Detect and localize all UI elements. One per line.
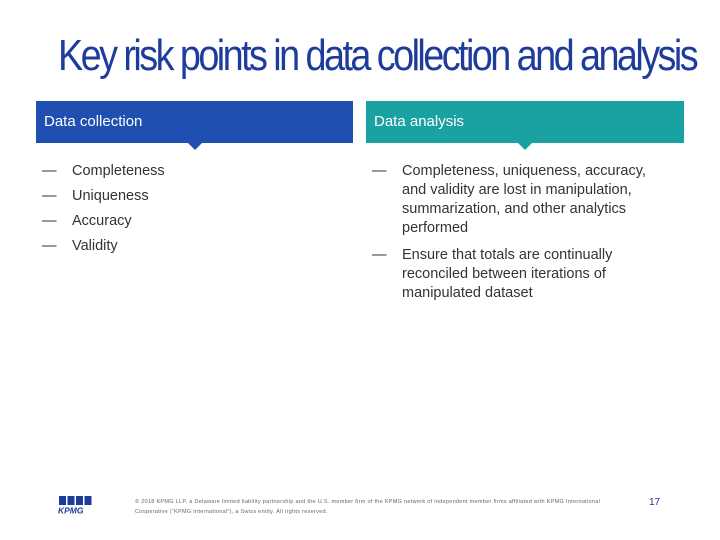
copyright-footer: © 2018 KPMG LLP, a Delaware limited liab… [135,499,601,515]
list-item: — Completeness, uniqueness, accuracy, and… [372,163,646,236]
dash-icon: — [372,247,387,263]
dash-icon: — [42,188,57,204]
dash-icon: — [42,213,57,229]
list-item: — Ensure that totals are continually reco… [372,247,613,301]
list-item: — Accuracy [42,213,132,229]
data-analysis-list: — Completeness, uniqueness, accuracy, and… [372,162,672,309]
svg-text:KPMG: KPMG [58,506,84,516]
page-number: 17 [649,497,661,508]
dash-icon: — [42,238,57,254]
data-collection-list: — Completeness — Uniqueness — Accuracy — Val… [42,162,342,262]
list-item: — Validity [42,238,118,254]
dash-icon: — [42,163,57,179]
data-collection-header: Data collection [36,101,353,150]
page-title: Key risk points in data collection and a… [58,31,699,80]
data-analysis-header: Data analysis [366,101,684,150]
list-item: — Uniqueness [42,188,149,204]
dash-icon: — [372,163,387,179]
list-item: — Completeness [42,163,165,179]
kpmg-logo: KPMG [58,496,92,516]
